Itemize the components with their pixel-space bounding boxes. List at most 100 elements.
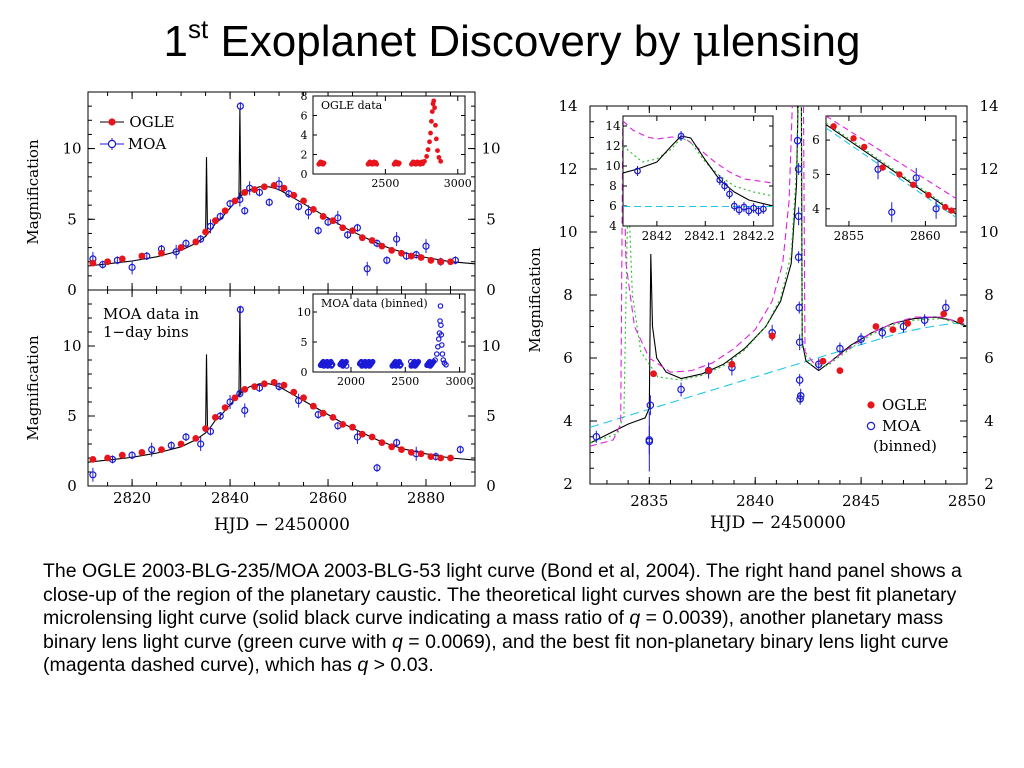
ogle-point [425, 147, 431, 153]
moa-point [730, 202, 738, 210]
moa-point [128, 451, 136, 459]
moa-point [182, 239, 190, 247]
annotation: MOA data in [103, 305, 199, 323]
moa-point [888, 208, 896, 216]
tick-label: 14 [558, 97, 577, 115]
tick-label: 12 [979, 160, 998, 178]
moa-point [236, 390, 244, 398]
tick-label: 6 [609, 199, 617, 213]
tick-label: 2840 [736, 492, 774, 510]
tick-label: 10 [62, 140, 81, 158]
legend-marker-moa [107, 139, 117, 149]
ogle-point [158, 446, 165, 453]
legend-label-ogle: OGLE [129, 113, 174, 131]
ogle-point [437, 258, 445, 266]
tick-label: 4 [301, 129, 308, 142]
tick-label: 8 [563, 286, 573, 304]
tick-label: 10 [558, 223, 577, 241]
moa-point [439, 351, 446, 357]
tick-label: 8 [609, 179, 617, 193]
moa-point [796, 391, 805, 400]
ogle-point [427, 139, 432, 145]
tick-label: 0 [67, 477, 77, 495]
ogle-point [398, 249, 405, 257]
moa-point [794, 253, 803, 262]
tick-label: 2840 [211, 489, 249, 507]
inset-label: OGLE data [321, 99, 383, 112]
tick-label: 2842.1 [684, 229, 726, 243]
ogle-point [251, 383, 258, 390]
ogle-point [889, 326, 897, 334]
ogle-point [241, 189, 249, 196]
moa-point [216, 212, 224, 221]
ogle-point [768, 332, 776, 340]
model-black [590, 106, 799, 444]
model-green [826, 122, 956, 213]
moa-point [334, 214, 342, 222]
ogle-point [925, 191, 932, 199]
tick-label: 2 [301, 149, 308, 162]
figure-caption: The OGLE 2003-BLG-235/MOA 2003-BLG-53 li… [43, 560, 962, 677]
moa-point [745, 207, 753, 215]
moa-point [383, 256, 391, 264]
moa-point [438, 331, 445, 338]
moa-point [226, 200, 234, 208]
inset-frame [622, 115, 774, 227]
moa-point [422, 242, 430, 250]
tick-label: 10 [297, 306, 311, 319]
y-axis-label: Magnification [24, 139, 42, 245]
tick-label: 2000 [337, 375, 365, 388]
moa-point [236, 306, 244, 314]
tick-label: 2880 [407, 489, 445, 507]
ogle-point [231, 394, 239, 402]
ogle-point [850, 135, 857, 142]
ogle-point [429, 109, 435, 114]
legend-marker-ogle [108, 118, 116, 126]
moa-point [677, 132, 685, 140]
ogle-point [221, 207, 229, 215]
axis-ticks [590, 105, 968, 485]
ogle-point [309, 402, 317, 410]
ogle-point [433, 136, 439, 142]
tick-label: 2842.2 [733, 229, 775, 243]
moa-point [438, 342, 445, 348]
ogle-point [424, 154, 430, 159]
ogle-point [374, 161, 380, 167]
tick-label: 0 [301, 366, 308, 379]
tick-label: 6 [301, 110, 308, 123]
ogle-point [378, 242, 386, 250]
ogle-point [349, 227, 356, 235]
ogle-point [177, 440, 185, 448]
legend-label-moa: MOA [128, 135, 167, 153]
ogle-point [138, 449, 146, 456]
moa-point [836, 344, 844, 353]
moa-point [241, 207, 249, 215]
moa-point [369, 358, 376, 365]
ogle-point [378, 439, 386, 446]
axis-ticks [88, 91, 476, 291]
moa-point [443, 361, 449, 368]
ogle-point [422, 158, 427, 164]
model-curve [88, 186, 475, 267]
moa-point [456, 446, 464, 454]
tick-label: 2820 [113, 489, 151, 507]
moa-point [716, 176, 724, 184]
moa-point [920, 316, 929, 325]
tick-label: 2842 [642, 229, 673, 243]
tick-label: 6 [812, 133, 820, 147]
tick-label: 14 [605, 119, 621, 133]
ogle-point [705, 367, 713, 374]
tick-label: 2855 [834, 229, 865, 243]
moa-point [750, 204, 758, 212]
moa-point [206, 222, 215, 230]
ogle-point [211, 217, 219, 225]
moa-point [128, 263, 136, 271]
ogle-point [427, 256, 435, 264]
model-spike [205, 354, 209, 432]
tick-label: 2 [984, 475, 994, 493]
tick-label: 5 [486, 210, 496, 228]
moa-point [634, 167, 641, 175]
ogle-point [872, 323, 880, 330]
tick-label: 2860 [309, 489, 347, 507]
